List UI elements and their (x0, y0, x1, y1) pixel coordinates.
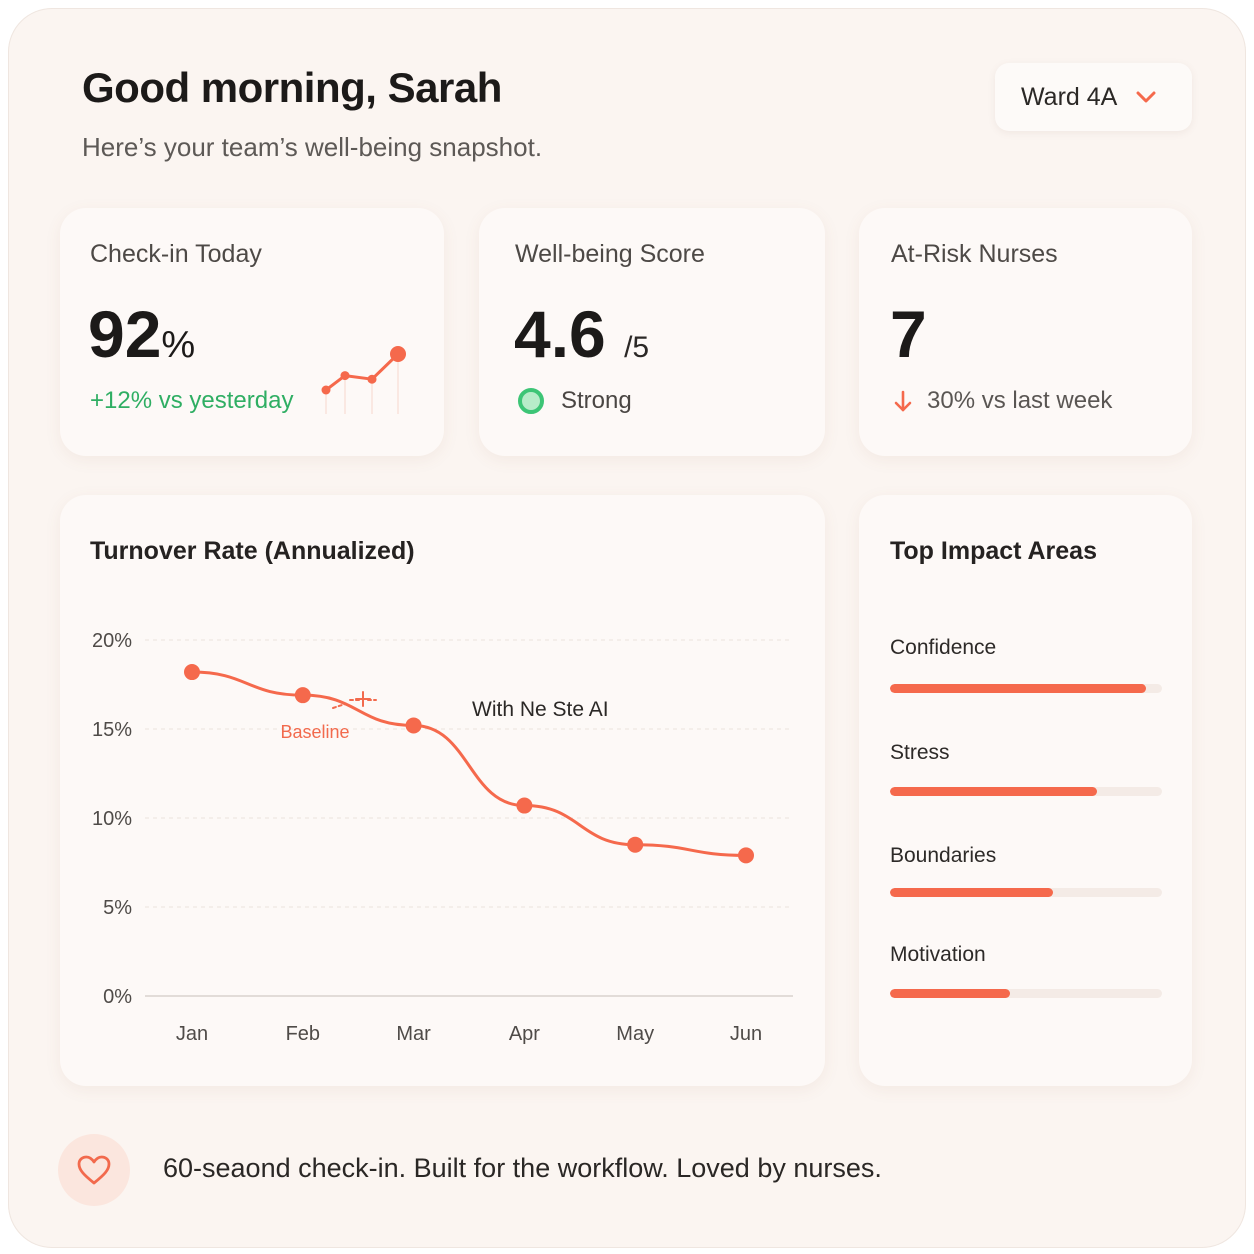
sparkline-line (325, 352, 400, 392)
heart-icon-badge (58, 1134, 130, 1206)
impact-label-boundaries: Boundaries (890, 844, 997, 867)
turnover-data-point (294, 687, 311, 704)
heart-icon (77, 1155, 111, 1185)
turnover-chart: 0% 5% 10% 15% 20% Jan Feb Mar Apr May Jun Baseline… (92, 630, 793, 1045)
sparkline-point (340, 371, 350, 381)
footer-tagline: 60-seaond check-in. Built for the workfl… (163, 1153, 882, 1183)
impact-label-confidence: Confidence (890, 636, 997, 659)
checkin-value: 92% (88, 296, 195, 372)
impact-title: Top Impact Areas (890, 537, 1097, 565)
ward-selector[interactable]: Ward 4A (995, 63, 1192, 131)
checkin-delta: +12% vs yesterday (90, 387, 293, 415)
impact-bar-stress (890, 787, 1162, 796)
y-tick-label: 0% (103, 986, 132, 1008)
wellbeing-value-unit: /5 (624, 331, 650, 364)
at-risk-title: At-Risk Nurses (891, 240, 1058, 268)
turnover-data-point (184, 664, 200, 681)
x-tick-label: Feb (286, 1023, 320, 1045)
y-tick-label: 5% (103, 897, 132, 919)
wellbeing-card (479, 208, 825, 456)
impact-fill (890, 989, 1010, 998)
x-tick-label: Apr (509, 1023, 540, 1045)
turnover-data-point (738, 847, 754, 864)
greeting-title: Good morning, Sarah (82, 64, 502, 111)
impact-bar-boundaries (890, 888, 1162, 897)
turnover-chart-title: Turnover Rate (Annualized) (90, 537, 415, 565)
at-risk-card (859, 208, 1192, 456)
checkin-value-number: 92 (88, 297, 162, 371)
impact-fill (890, 684, 1146, 693)
sparkle-annotation-icon (332, 691, 377, 709)
sparkline-point (390, 346, 406, 362)
chevron-down-icon (1136, 91, 1156, 103)
x-tick-label: May (616, 1023, 654, 1045)
turnover-data-point (405, 717, 422, 734)
checkin-sparkline (321, 346, 406, 414)
ward-selector-label: Ward 4A (1021, 82, 1118, 111)
checkin-card (60, 208, 444, 456)
arrow-down-icon (894, 390, 912, 412)
at-risk-value: 7 (890, 297, 927, 371)
wellbeing-value: 4.6 /5 (514, 296, 649, 372)
checkin-delta-text: +12% vs yesterday (90, 387, 294, 414)
impact-bar-confidence (890, 684, 1162, 693)
turnover-data-point (627, 836, 644, 853)
x-tick-label: Mar (396, 1023, 431, 1045)
x-tick-label: Jun (730, 1023, 762, 1045)
checkin-value-unit: % (161, 324, 196, 366)
impact-label-stress: Stress (890, 741, 950, 764)
status-dot-icon (518, 388, 544, 414)
turnover-card (60, 495, 825, 1086)
x-tick-label: Jan (176, 1023, 208, 1045)
turnover-series-line (191, 670, 747, 857)
sparkline-point (367, 374, 377, 384)
baseline-label: Baseline (280, 722, 349, 742)
impact-label-motivation: Motivation (890, 943, 986, 966)
wellbeing-status: Strong (561, 387, 632, 414)
turnover-data-point (516, 797, 533, 814)
impact-fill (890, 888, 1054, 897)
greeting-subtitle: Here’s your team’s well-being snapshot. (82, 132, 543, 162)
y-tick-label: 20% (92, 630, 132, 652)
impact-fill (890, 787, 1097, 796)
impact-bar-motivation (890, 989, 1162, 998)
at-risk-delta: 30% vs last week (927, 387, 1113, 414)
ai-annotation: With Ne Ste AI (472, 698, 609, 721)
checkin-title: Check-in Today (90, 240, 262, 268)
y-tick-label: 15% (92, 719, 132, 741)
wellbeing-value-number: 4.6 (514, 297, 606, 371)
y-tick-label: 10% (92, 808, 132, 830)
sparkline-point (321, 385, 331, 395)
wellbeing-title: Well-being Score (515, 240, 705, 268)
